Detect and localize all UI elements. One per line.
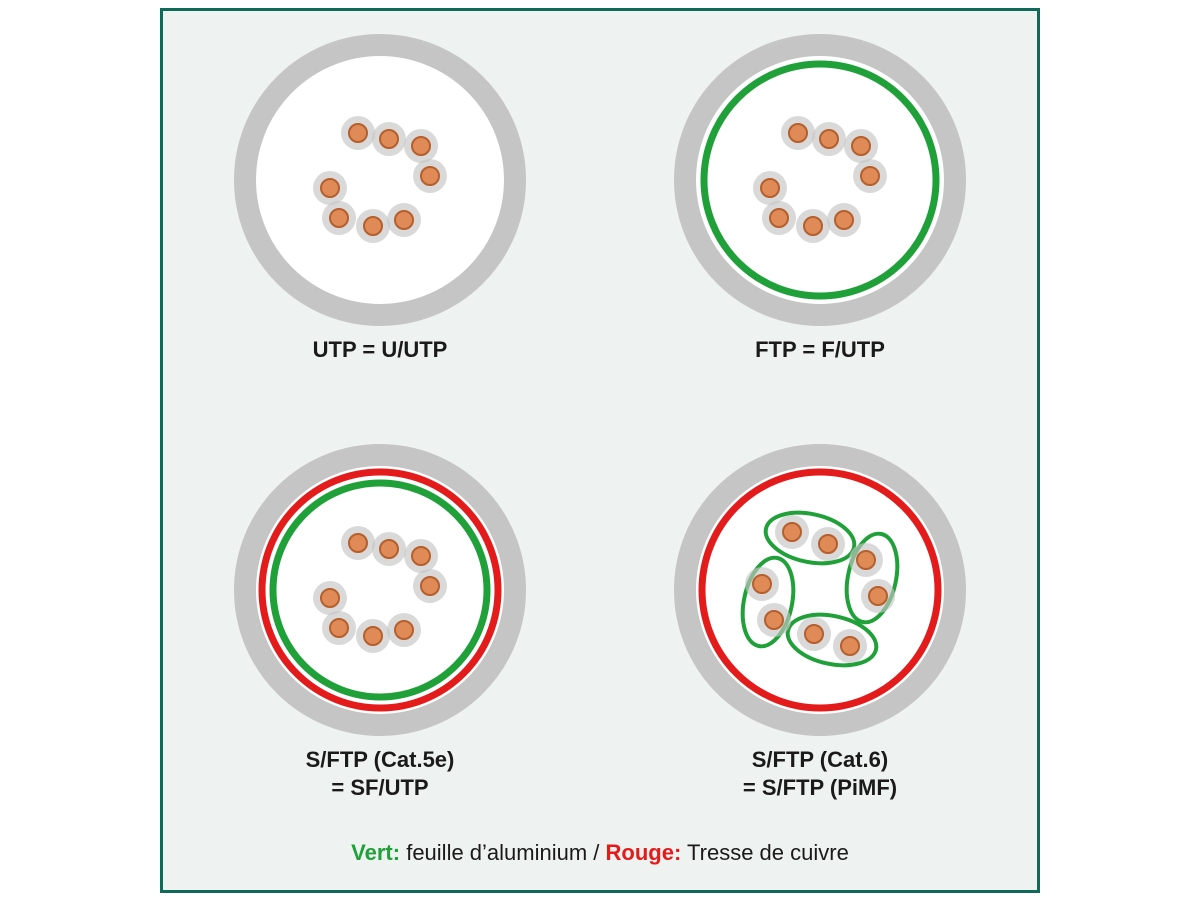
cable-cross-section <box>670 440 970 740</box>
legend-red-text: Tresse de cuivre <box>681 840 849 865</box>
legend-green-text: feuille d’aluminium <box>400 840 593 865</box>
cable-utp: UTP = U/UTP <box>230 30 530 364</box>
cable-cross-section <box>230 440 530 740</box>
cable-caption: S/FTP (Cat.6)= S/FTP (PiMF) <box>743 746 897 802</box>
legend: Vert: feuille d’aluminium / Rouge: Tress… <box>160 840 1040 866</box>
legend-red-label: Rouge: <box>606 840 682 865</box>
cable-caption: S/FTP (Cat.5e)= SF/UTP <box>306 746 455 802</box>
cable-sftp-cat6: S/FTP (Cat.6)= S/FTP (PiMF) <box>670 440 970 802</box>
cable-caption: UTP = U/UTP <box>313 336 448 364</box>
legend-green-label: Vert: <box>351 840 400 865</box>
cable-cross-section <box>230 30 530 330</box>
cable-caption: FTP = F/UTP <box>755 336 885 364</box>
legend-separator: / <box>593 840 605 865</box>
diagram-grid: UTP = U/UTP FTP = F/UTP S/FTP (Cat.5e)= SF… <box>160 30 1040 820</box>
cable-cross-section <box>670 30 970 330</box>
cable-sftp-cat5e: S/FTP (Cat.5e)= SF/UTP <box>230 440 530 802</box>
cable-ftp: FTP = F/UTP <box>670 30 970 364</box>
